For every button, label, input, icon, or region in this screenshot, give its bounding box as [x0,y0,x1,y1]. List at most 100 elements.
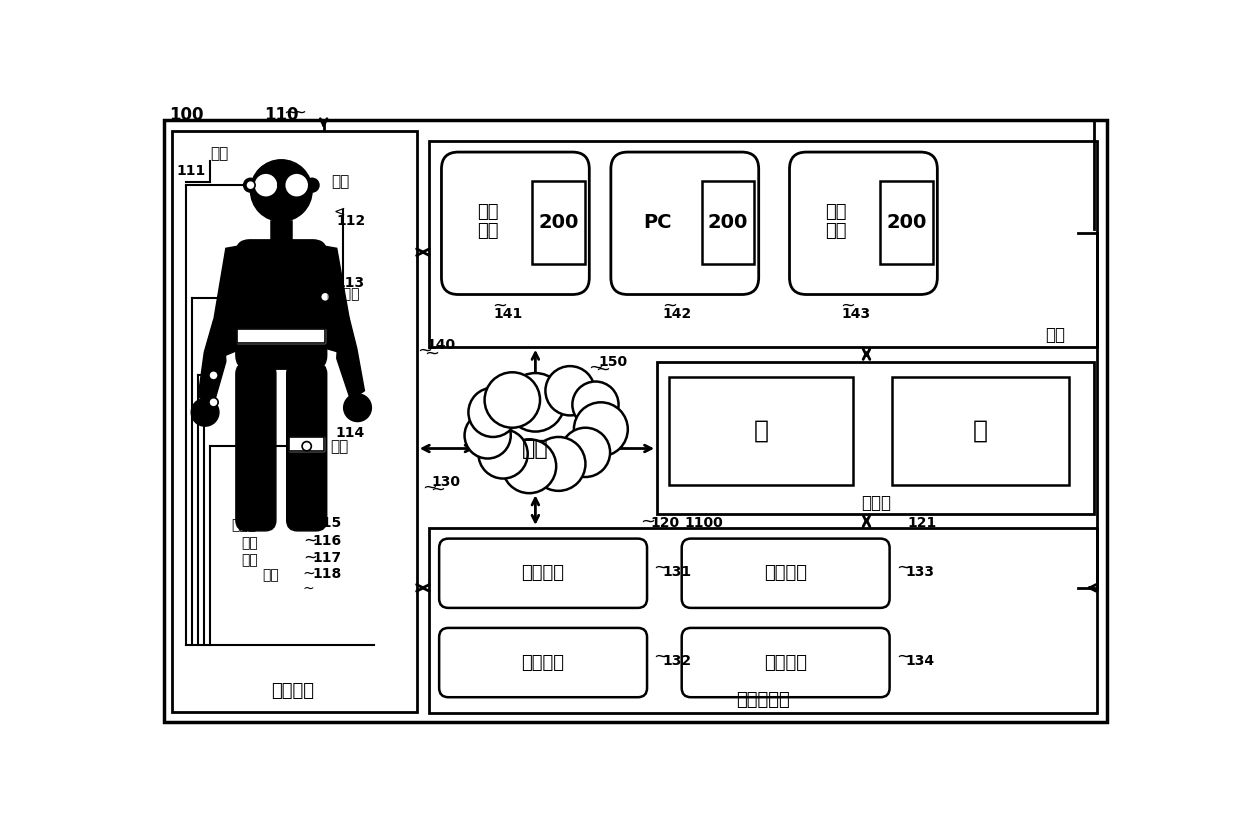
Text: 1100: 1100 [684,516,723,530]
Circle shape [254,173,278,197]
Bar [657,362,1095,514]
Text: 眼镜: 眼镜 [211,146,228,161]
FancyBboxPatch shape [286,363,326,531]
FancyBboxPatch shape [439,538,647,608]
Circle shape [191,398,219,426]
Text: 200: 200 [538,213,579,232]
Text: ~: ~ [841,296,856,314]
Text: ~: ~ [640,513,655,531]
FancyBboxPatch shape [682,628,889,697]
Text: 117: 117 [312,551,341,565]
Text: 121: 121 [908,516,936,530]
Text: ~: ~ [303,582,315,596]
Text: 移动: 移动 [477,203,498,221]
Text: ~: ~ [653,558,668,576]
Bar [289,437,325,451]
Text: 肩带: 肩带 [331,173,350,189]
Text: 臀带: 臀带 [242,537,258,551]
Text: 114: 114 [335,426,365,440]
Text: 研究设施: 研究设施 [522,654,564,672]
Circle shape [284,173,309,197]
Text: ~: ~ [430,480,445,498]
Bar [702,182,754,264]
Bar [272,222,291,243]
Text: 外部数据源: 外部数据源 [737,691,790,709]
FancyBboxPatch shape [439,628,647,697]
Text: 141: 141 [494,307,522,321]
FancyBboxPatch shape [441,152,589,294]
Text: 库: 库 [754,419,769,443]
Polygon shape [213,246,239,356]
Text: 装置: 装置 [825,222,847,240]
Text: ~: ~ [422,479,438,497]
Text: 流: 流 [973,419,988,443]
Text: 110: 110 [264,106,299,124]
Text: 其他: 其他 [825,203,847,221]
Circle shape [560,428,610,477]
Bar [237,329,325,343]
Text: ~: ~ [303,549,317,567]
Text: ~: ~ [291,103,306,121]
Text: ~: ~ [303,514,317,532]
Text: ~: ~ [424,344,439,362]
Text: ~: ~ [653,647,668,665]
Bar [172,131,417,712]
Circle shape [246,181,255,190]
Text: 外围装置: 外围装置 [764,654,807,672]
Text: 134: 134 [905,654,934,668]
Text: 118: 118 [312,567,341,581]
Text: 132: 132 [662,654,692,668]
Text: 服务器: 服务器 [861,494,890,512]
Circle shape [573,381,619,428]
Circle shape [465,412,511,459]
Text: 113: 113 [335,276,365,290]
Text: 胸带: 胸带 [242,553,258,567]
Circle shape [574,402,627,456]
Text: 112: 112 [337,214,366,228]
Text: ~: ~ [595,361,610,379]
Bar [429,141,1097,347]
FancyBboxPatch shape [236,240,326,369]
Polygon shape [198,320,226,405]
Circle shape [546,366,595,416]
Text: 200: 200 [708,213,748,232]
Text: 智能手表: 智能手表 [326,287,360,302]
Text: ~: ~ [303,532,317,550]
Circle shape [208,398,218,407]
Circle shape [343,393,372,421]
Circle shape [469,388,517,437]
Text: ~: ~ [417,342,432,360]
FancyBboxPatch shape [236,363,277,531]
Text: 142: 142 [662,307,692,321]
Circle shape [305,178,319,192]
Circle shape [303,442,311,451]
Bar [237,329,325,343]
Text: 传统装置: 传统装置 [764,564,807,582]
Text: 133: 133 [905,564,934,578]
Circle shape [479,429,528,479]
Text: 143: 143 [841,307,870,321]
Circle shape [250,160,312,222]
Text: 网络: 网络 [522,438,549,459]
Bar [892,377,1069,485]
Circle shape [506,373,564,432]
Text: 大腿带: 大腿带 [231,519,257,533]
Circle shape [208,371,218,380]
Bar [880,182,932,264]
Text: 131: 131 [662,564,692,578]
Text: 111: 111 [176,164,206,178]
Circle shape [243,178,258,192]
Text: <: < [334,205,345,219]
Circle shape [502,439,557,493]
Polygon shape [337,317,365,400]
FancyBboxPatch shape [682,538,889,608]
Text: ~: ~ [895,647,910,665]
Text: 测量装置: 测量装置 [272,682,315,700]
Text: ~: ~ [662,296,677,314]
Text: 130: 130 [432,474,460,488]
Polygon shape [324,246,350,353]
Text: ~: ~ [284,103,299,121]
Text: ~: ~ [303,566,316,581]
Text: 150: 150 [599,354,627,368]
Bar [289,437,325,451]
